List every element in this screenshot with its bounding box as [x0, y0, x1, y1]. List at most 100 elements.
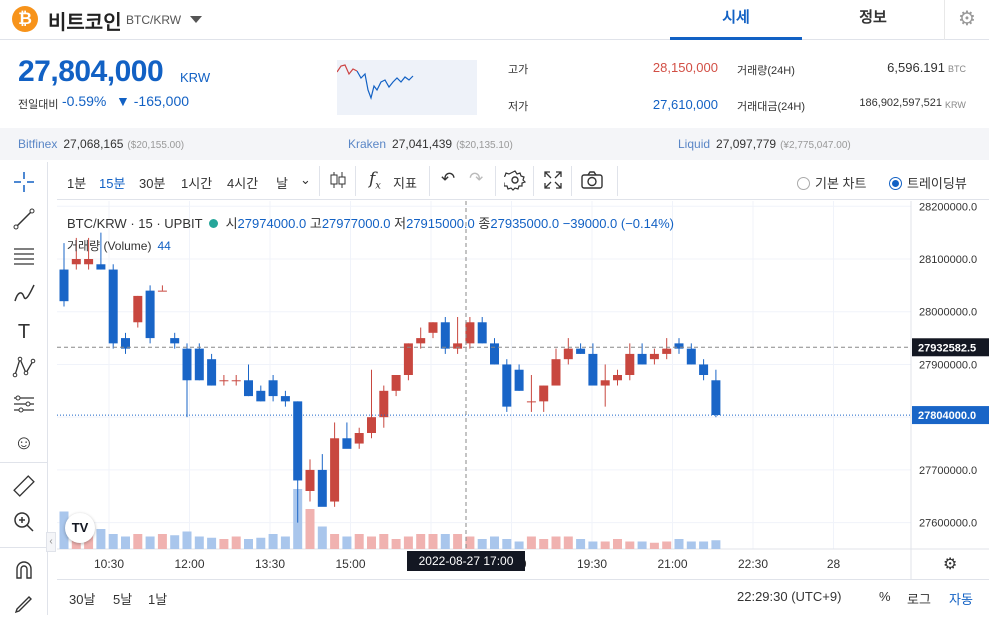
legend-open-label: 시: [225, 216, 238, 231]
candle-body: [268, 380, 278, 397]
indicator-fx-icon[interactable]: fx: [369, 169, 381, 192]
exchange-name: Kraken: [348, 137, 387, 151]
exchange-liquid[interactable]: Liquid 27,097,779 (¥2,775,047.00): [678, 137, 851, 151]
change-amount: ▼ -165,000: [116, 93, 190, 109]
candle-body: [182, 348, 192, 381]
x-tick-label: 22:30: [738, 557, 768, 571]
chevron-down-icon[interactable]: [190, 16, 202, 23]
exchange-kraken[interactable]: Kraken 27,041,439 ($20,135.10): [348, 137, 513, 151]
candle-body: [367, 417, 376, 433]
pencil-lock-icon[interactable]: [10, 592, 38, 620]
tradingview-logo-icon[interactable]: TV: [65, 513, 95, 543]
trend-line-icon[interactable]: [10, 207, 38, 235]
volume-bar: [330, 534, 340, 549]
chart-settings-icon[interactable]: [499, 169, 527, 194]
fullscreen-icon[interactable]: [543, 170, 563, 193]
chart-toolbar: 1분 15분 30분 1시간 4시간 날 ⌄ fx 지표 ↶ ↷ 기본 차트 트…: [57, 162, 989, 200]
magnet-icon[interactable]: [10, 558, 38, 586]
candle-body: [649, 353, 659, 360]
redo-icon[interactable]: ↷: [469, 169, 484, 188]
candle-body: [465, 322, 475, 344]
volume-bar: [416, 534, 426, 549]
emoji-icon[interactable]: ☺: [13, 432, 35, 454]
interval-15m[interactable]: 15분: [99, 176, 126, 191]
horizontal-lines-icon[interactable]: [10, 244, 38, 272]
toolbar-separator: [319, 166, 320, 196]
interval-day[interactable]: 날: [276, 176, 288, 191]
pattern-icon[interactable]: [10, 355, 38, 383]
undo-icon[interactable]: ↶: [441, 169, 456, 188]
legend-close: 27935000.0: [490, 216, 560, 231]
crosshair-price-label: 27932582.5: [918, 342, 976, 354]
camera-icon[interactable]: [581, 170, 603, 193]
volume-bar: [699, 541, 709, 549]
volume-bar: [563, 536, 573, 549]
candle-body: [207, 359, 217, 386]
ohlc-legend: BTC/KRW · 15 · UPBIT 시27974000.0 고2797700…: [67, 213, 674, 232]
candle-body: [453, 343, 463, 349]
candle-body: [170, 338, 180, 344]
brush-icon[interactable]: [10, 281, 38, 309]
gear-icon[interactable]: ⚙: [944, 0, 989, 40]
coin-pair[interactable]: BTC/KRW: [126, 13, 182, 27]
volume-bar: [170, 535, 180, 549]
volume-bar: [662, 541, 672, 549]
volume-label: 거래량 (Volume): [67, 239, 152, 253]
volume-bar: [428, 534, 438, 549]
bitcoin-logo-icon: ₿: [12, 6, 38, 32]
zoom-in-icon[interactable]: [10, 510, 38, 538]
x-tick-label: 28: [827, 557, 841, 571]
volume-bar: [453, 534, 463, 549]
candle-style-icon[interactable]: [328, 170, 348, 193]
coin-name[interactable]: 비트코인: [48, 12, 122, 34]
volume-bar: [674, 539, 684, 549]
candle-body: [194, 348, 204, 381]
candle-body: [133, 295, 143, 323]
price-chart[interactable]: 28200000.0 28100000.0 28000000.0 27900000.0…: [57, 201, 989, 579]
basic-chart-option[interactable]: 기본 차트: [797, 173, 866, 192]
candle-body: [428, 322, 438, 333]
candle-body: [563, 348, 573, 360]
candle-body: [576, 348, 586, 354]
chevron-down-icon[interactable]: ⌄: [300, 172, 311, 187]
interval-1h[interactable]: 1시간: [181, 176, 213, 191]
range-1d[interactable]: 1날: [148, 592, 168, 607]
volume-bar: [637, 541, 647, 549]
toolbar-separator: [617, 166, 618, 196]
tradingview-option[interactable]: 트레이딩뷰: [889, 173, 967, 192]
candle-body: [403, 343, 413, 375]
legend-high-label: 고: [309, 216, 322, 231]
candlestick-chart[interactable]: 28200000.0 28100000.0 28000000.0 27900000.0…: [57, 201, 989, 579]
log-scale-toggle[interactable]: 로그: [907, 592, 931, 607]
y-tick-label: 28000000.0: [919, 307, 977, 319]
collapse-toolbar-button[interactable]: ‹: [46, 532, 56, 552]
crosshair-icon[interactable]: [10, 170, 38, 198]
toolbar-separator: [429, 166, 430, 196]
candle-body: [477, 322, 487, 344]
tab-quote[interactable]: 시세: [670, 0, 802, 40]
auto-scale-toggle[interactable]: 자동: [949, 592, 973, 607]
volume-bar: [342, 536, 352, 549]
range-5d[interactable]: 5날: [113, 592, 133, 607]
volume-bar: [465, 536, 475, 549]
text-tool-icon[interactable]: T: [17, 321, 31, 343]
clock-timezone[interactable]: 22:29:30 (UTC+9): [737, 589, 842, 604]
y-tick-label: 28100000.0: [919, 254, 977, 266]
interval-1m[interactable]: 1분: [67, 176, 87, 191]
candle-body: [514, 369, 524, 391]
tab-info[interactable]: 정보: [859, 9, 887, 26]
ruler-icon[interactable]: [10, 474, 38, 502]
candle-body: [231, 380, 241, 382]
percent-scale-toggle[interactable]: %: [879, 589, 891, 604]
candle-body: [686, 348, 696, 365]
interval-4h[interactable]: 4시간: [227, 176, 259, 191]
range-30d[interactable]: 30날: [69, 592, 96, 607]
exchange-bitfinex[interactable]: Bitfinex 27,068,165 ($20,155.00): [18, 137, 184, 151]
interval-30m[interactable]: 30분: [139, 176, 166, 191]
volume-bar: [502, 539, 512, 549]
candle-body: [354, 433, 364, 444]
volume-bar: [305, 509, 315, 549]
indicator-button[interactable]: 지표: [393, 176, 417, 191]
prediction-icon[interactable]: [10, 392, 38, 420]
volume-bar: [244, 539, 253, 549]
